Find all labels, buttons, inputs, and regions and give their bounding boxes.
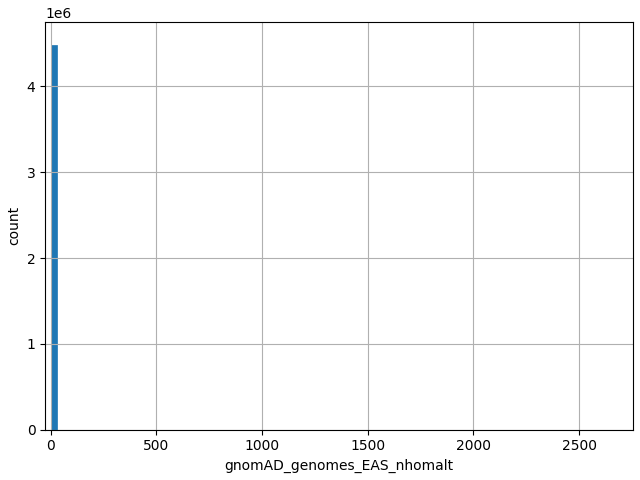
Y-axis label: count: count [7,206,21,245]
X-axis label: gnomAD_genomes_EAS_nhomalt: gnomAD_genomes_EAS_nhomalt [225,459,454,473]
Bar [51,45,56,430]
